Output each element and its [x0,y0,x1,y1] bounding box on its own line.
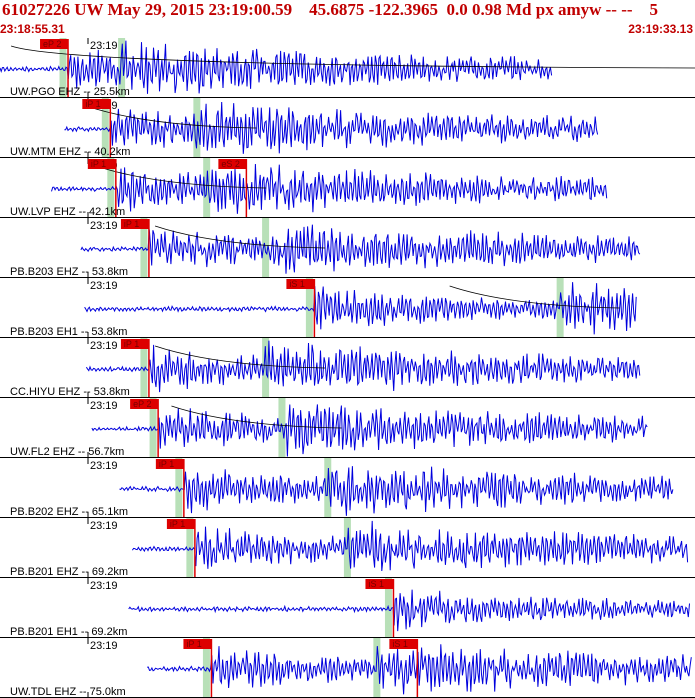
phase-marker [101,98,109,157]
minute-label: 23:19 [90,520,118,532]
station-label: UW.MTM EHZ -- 40.2km [10,146,130,158]
coda-curve [96,165,267,189]
waveform [147,644,692,695]
minute-label: 23:19 [90,460,118,472]
trace-row: 23:19 eP 2 UW.FL2 EHZ -- 56.7km [0,398,695,458]
pick-label: eP 2 [43,39,61,49]
pick-flag [389,639,418,649]
phase-marker [118,38,126,97]
pick-flag [87,159,116,169]
coda-curve [449,285,620,309]
phase-marker [140,338,148,397]
phase-marker [262,218,270,277]
station-label: UW.FL2 EHZ -- 56.7km [10,446,124,458]
coda-curve [171,405,342,429]
phase-marker [59,38,67,97]
end-time: 23:19:33.13 [628,22,693,36]
pick-label: iP 1 [124,219,139,229]
station-label: PB.B201 EHZ -- 69.2km [10,566,128,578]
header-bar: 61027226 UW May 29, 2015 23:19:00.59 45.… [0,0,695,38]
coda-curve [86,105,257,129]
waveform [91,404,648,457]
minute-label: 23:19 [90,640,118,652]
waveform [119,466,674,516]
phase-marker [373,638,381,697]
waveform [80,224,641,274]
pick-flag [365,579,394,589]
phase-marker [556,278,564,337]
trace-row: 23:19 iP 1 CC.HIYU EHZ -- 53.8km [0,338,695,398]
trace-row: 23:19 eP 2 UW.PGO EHZ -- 25.5km [0,38,695,98]
waveform [64,101,599,154]
minute-label: 23:19 [90,220,118,232]
coda-curve [10,45,695,69]
minute-label: 23:19 [90,400,118,412]
pick-flag [40,39,69,49]
trace-row: 23:19 iP 1 iS 1 UW.TDL EHZ -- 75.0km [0,638,695,698]
coda-curve [154,225,326,249]
phase-marker [149,398,157,457]
trace-row: 23:19 iS 1 PB.B203 EH1 -- 53.8km [0,278,695,338]
trace-row: 23:19 iS 1 PB.B201 EH1 -- 69.2km [0,578,695,638]
station-label: PB.B202 EHZ -- 65.1km [10,506,128,518]
pick-label: iP 1 [186,639,201,649]
station-label: CC.HIYU EHZ -- 53.8km [10,386,130,398]
waveform [84,282,637,335]
waveform [85,340,641,393]
pick-flag [286,279,315,289]
pick-label: iP 1 [124,339,139,349]
event-title: 61027226 UW May 29, 2015 23:19:00.59 45.… [2,0,659,19]
pick-label: iS 1 [368,579,384,589]
pick-label: iS 1 [392,639,408,649]
pick-flag [183,639,212,649]
pick-label: iP 1 [85,99,100,109]
phase-marker [175,458,183,517]
waveform [0,40,553,94]
phase-marker [193,98,201,157]
minute-label: 23:19 [90,340,118,352]
pick-label: iP 1 [159,459,174,469]
pick-flag [166,519,195,529]
pick-flag [130,399,159,409]
station-label: UW.PGO EHZ -- 25.5km [10,86,130,98]
pick-label: iS 1 [289,279,305,289]
coda-curve [154,345,326,369]
start-time: 23:18:55.31 [0,22,65,36]
trace-row: 23:19 iP 1 PB.B203 EHZ -- 53.8km [0,218,695,278]
trace-row: 23:19 iP 1 PB.B201 EHZ -- 69.2km [0,518,695,578]
phase-marker [262,338,270,397]
station-label: PB.B201 EH1 -- 69.2km [10,626,127,638]
pick-flag [155,459,184,469]
waveform [131,520,689,572]
minute-label: 23:19 [90,280,118,292]
phase-marker [278,398,286,457]
minute-label: 23:19 [90,40,118,52]
pick-flag [82,99,111,109]
phase-marker [202,638,210,697]
station-label: PB.B203 EH1 -- 53.8km [10,326,127,338]
station-label: PB.B203 EHZ -- 53.8km [10,266,128,278]
phase-marker [107,158,115,217]
waveform [128,589,690,632]
pick-label: eS 2 [221,159,240,169]
pick-flag [120,339,149,349]
waveform [51,163,608,214]
pick-label: iP 1 [170,519,185,529]
pick-flag [120,219,149,229]
phase-marker [305,278,313,337]
phase-marker [140,218,148,277]
station-label: UW.LVP EHZ -- 42.1km [10,206,125,218]
trace-row: 23:19 iP 1 PB.B202 EHZ -- 65.1km [0,458,695,518]
pick-label: iP 1 [91,159,106,169]
pick-label: eP 2 [133,399,151,409]
minute-label: 23:19 [90,580,118,592]
pick-flag [218,159,247,169]
station-label: UW.TDL EHZ -- 75.0km [10,686,126,698]
